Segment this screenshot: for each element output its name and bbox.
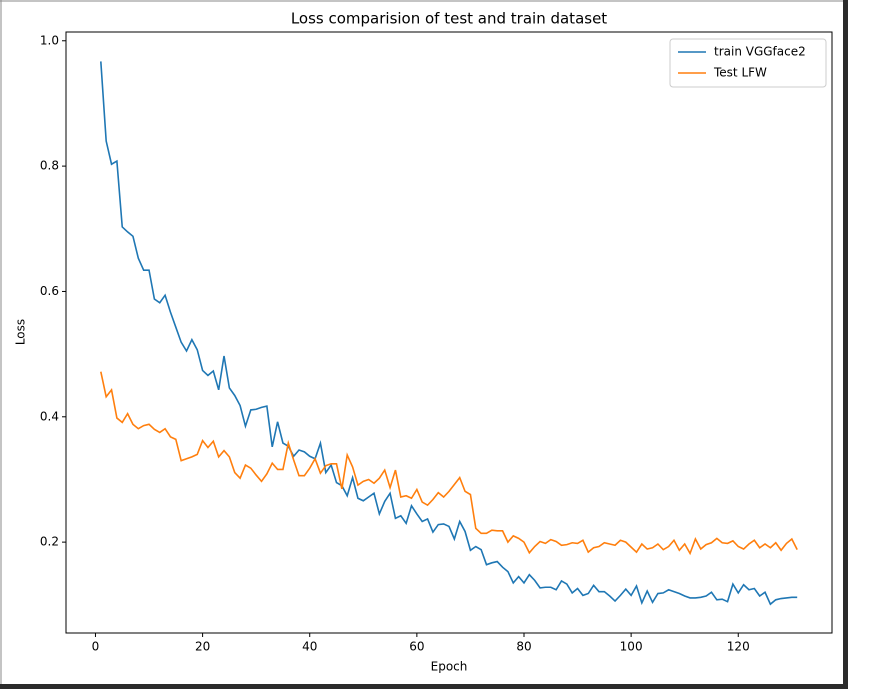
legend-box xyxy=(669,38,827,88)
window-border xyxy=(843,0,848,689)
x-tick-label: 20 xyxy=(195,640,210,654)
legend-label: Test LFW xyxy=(713,66,767,80)
x-tick-label: 120 xyxy=(727,640,750,654)
x-tick-label: 100 xyxy=(620,640,643,654)
x-tick-label: 80 xyxy=(516,640,531,654)
y-tick-label: 0.2 xyxy=(40,535,59,549)
y-tick-label: 0.8 xyxy=(40,159,59,173)
x-tick-label: 60 xyxy=(409,640,424,654)
chart-title: Loss comparision of test and train datas… xyxy=(291,10,607,28)
series-line xyxy=(100,371,798,556)
plot-frame xyxy=(65,31,833,634)
x-tick-label: 40 xyxy=(302,640,317,654)
y-tick-label: 1.0 xyxy=(40,33,59,47)
legend-label: train VGGface2 xyxy=(714,45,806,59)
series-line xyxy=(100,61,798,606)
window-border xyxy=(0,684,848,689)
y-axis-label: Loss xyxy=(14,319,28,345)
y-tick-label: 0.6 xyxy=(40,284,59,298)
y-tick-label: 0.4 xyxy=(40,409,59,423)
x-axis-label: Epoch xyxy=(431,660,468,674)
x-tick-label: 0 xyxy=(92,640,100,654)
